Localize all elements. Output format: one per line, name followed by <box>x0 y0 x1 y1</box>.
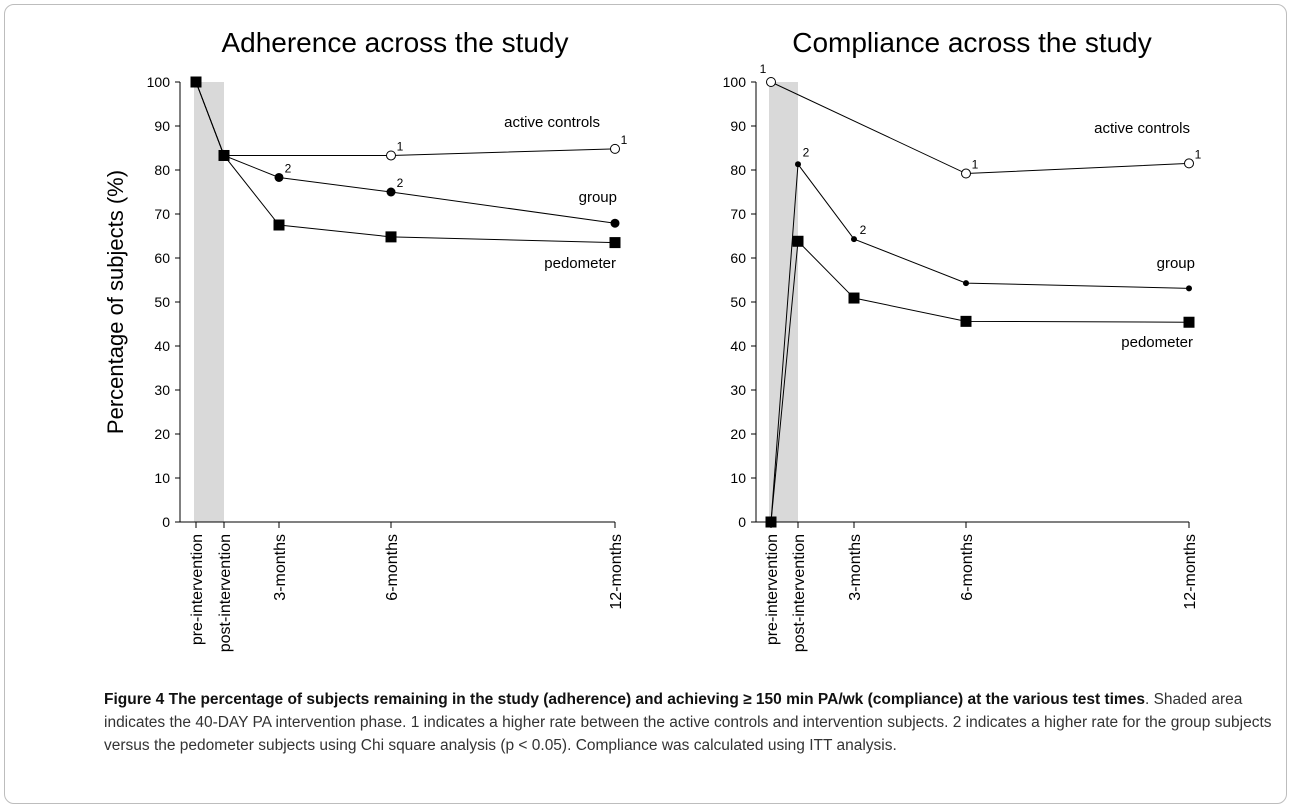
series-label: pedometer <box>544 255 616 272</box>
data-point-circle <box>1186 285 1192 292</box>
y-tick-label: 90 <box>154 118 170 134</box>
y-tick-label: 10 <box>154 470 170 486</box>
y-tick-label: 10 <box>730 470 746 486</box>
data-point-square <box>1183 316 1195 328</box>
intervention-shaded-area <box>194 82 224 522</box>
y-tick-label: 50 <box>730 294 746 310</box>
significance-annotation: 1 <box>760 62 767 76</box>
data-point-circle <box>795 161 801 168</box>
data-point-square <box>792 235 804 247</box>
caption-title: Figure 4 The percentage of subjects rema… <box>104 691 1145 708</box>
significance-annotation: 2 <box>803 145 810 159</box>
y-tick-label: 100 <box>147 74 171 90</box>
significance-annotation: 1 <box>621 133 628 147</box>
chart-canvas: Adherence across the study Percentage of … <box>103 27 1202 652</box>
series-label: active controls <box>504 114 600 131</box>
data-point-open-circle <box>386 150 396 161</box>
series-label: group <box>1157 255 1195 272</box>
x-tick-label: 6-months <box>959 534 976 601</box>
x-tick-label: 12-months <box>1182 534 1199 610</box>
x-tick-label: post-intervention <box>791 534 808 652</box>
significance-annotation: 2 <box>285 161 292 175</box>
x-tick-label: pre-intervention <box>189 534 206 645</box>
y-tick-label: 30 <box>730 382 746 398</box>
y-tick-label: 20 <box>730 426 746 442</box>
x-tick-label: 3-months <box>272 534 289 601</box>
x-tick-label: 3-months <box>847 534 864 601</box>
significance-annotation: 1 <box>972 158 979 172</box>
series-label: active controls <box>1094 120 1190 137</box>
adherence-chart: Adherence across the study Percentage of … <box>103 27 628 652</box>
chart-title: Adherence across the study <box>221 27 568 58</box>
y-tick-label: 70 <box>730 206 746 222</box>
figure-caption: Figure 4 The percentage of subjects rema… <box>104 688 1272 757</box>
series-label: pedometer <box>1121 334 1193 351</box>
y-tick-label: 60 <box>730 250 746 266</box>
significance-annotation: 2 <box>397 176 404 190</box>
figure-frame <box>4 4 1287 804</box>
y-tick-label: 80 <box>730 162 746 178</box>
y-tick-label: 90 <box>730 118 746 134</box>
y-tick-label: 50 <box>154 294 170 310</box>
y-tick-label: 80 <box>154 162 170 178</box>
significance-annotation: 2 <box>860 223 867 237</box>
y-axis-label: Percentage of subjects (%) <box>103 170 128 434</box>
x-tick-label: 12-months <box>608 534 625 610</box>
x-tick-label: 6-months <box>384 534 401 601</box>
y-tick-label: 20 <box>154 426 170 442</box>
y-tick-label: 70 <box>154 206 170 222</box>
data-point-square <box>765 516 777 528</box>
data-point-open-circle <box>766 77 776 87</box>
data-point-square <box>273 219 285 231</box>
data-point-square <box>848 292 860 304</box>
series-label: group <box>579 189 617 206</box>
y-tick-label: 0 <box>738 514 746 530</box>
y-tick-label: 60 <box>154 250 170 266</box>
series-line <box>195 81 616 224</box>
y-tick-label: 40 <box>730 338 746 354</box>
data-point-square <box>218 149 230 161</box>
significance-annotation: 1 <box>397 139 404 153</box>
x-tick-label: pre-intervention <box>764 534 781 645</box>
significance-annotation: 1 <box>1195 147 1202 161</box>
data-point-circle <box>274 172 284 182</box>
x-tick-label: post-intervention <box>217 534 234 652</box>
compliance-chart: Compliance across the study 0 10 20 30 40 50 60… <box>723 27 1202 652</box>
data-point-circle <box>386 187 396 197</box>
data-point-circle <box>610 218 620 228</box>
y-tick-label: 40 <box>154 338 170 354</box>
data-point-open-circle <box>961 168 971 179</box>
data-point-square <box>609 237 621 249</box>
data-point-open-circle <box>610 143 620 154</box>
y-tick-label: 0 <box>162 514 170 530</box>
data-point-square <box>190 76 202 88</box>
data-point-square <box>385 231 397 243</box>
series-line <box>195 81 616 244</box>
y-tick-label: 100 <box>723 74 747 90</box>
data-point-square <box>960 315 972 327</box>
data-point-circle <box>963 280 969 287</box>
caption-text: . Shaded area indicates the 40-DAY PA in… <box>104 691 1272 754</box>
y-tick-label: 30 <box>154 382 170 398</box>
data-point-circle <box>851 236 857 243</box>
chart-title: Compliance across the study <box>792 27 1152 58</box>
intervention-shaded-area <box>769 82 798 522</box>
data-point-open-circle <box>1184 158 1194 169</box>
